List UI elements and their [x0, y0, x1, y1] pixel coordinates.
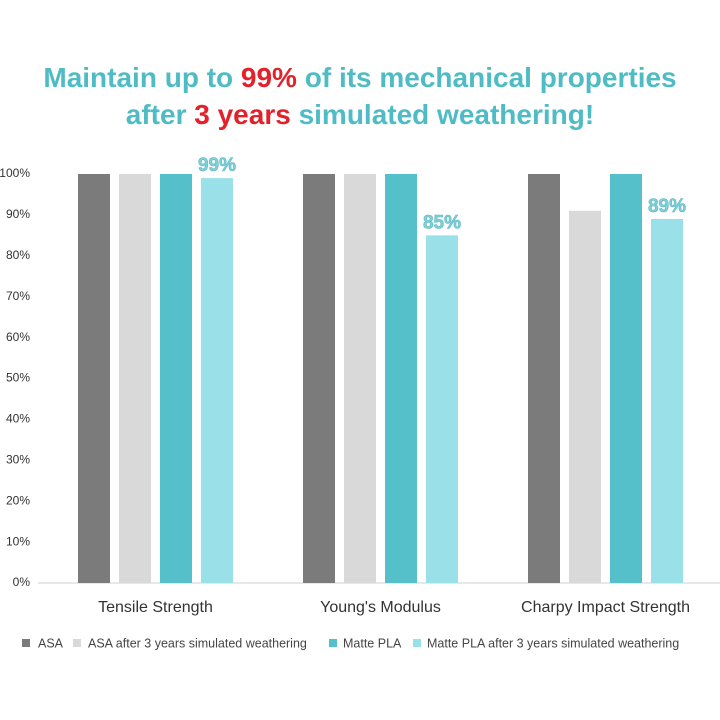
bar [160, 174, 192, 583]
legend-label: Matte PLA [343, 636, 402, 650]
title-segment: of its mechanical properties [297, 62, 677, 93]
bar [528, 174, 560, 583]
bar [426, 235, 458, 583]
title-segment: 99% [241, 62, 297, 93]
bar [610, 174, 642, 583]
title-segment: after [126, 99, 194, 130]
legend-swatch [22, 639, 30, 647]
y-tick-label: 80% [6, 248, 30, 262]
title-segment: simulated weathering! [291, 99, 594, 130]
legend-swatch [73, 639, 81, 647]
bar [569, 210, 601, 583]
bar [303, 174, 335, 583]
bar [651, 218, 683, 584]
bar [119, 174, 151, 583]
bar [385, 174, 417, 583]
y-tick-label: 20% [6, 493, 30, 507]
y-tick-label: 0% [13, 575, 31, 589]
bar [201, 178, 233, 583]
x-tick-label: Charpy Impact Strength [521, 599, 690, 616]
legend-label: Matte PLA after 3 years simulated weathe… [427, 636, 679, 650]
title-segment: 3 years [194, 99, 291, 130]
bar [78, 174, 110, 583]
y-tick-label: 40% [6, 412, 30, 426]
bar [344, 174, 376, 583]
legend-label: ASA after 3 years simulated weathering [88, 636, 307, 650]
x-tick-label: Tensile Strength [98, 599, 213, 616]
chart-title: after 3 years simulated weathering! [126, 99, 594, 130]
y-tick-label: 50% [6, 371, 30, 385]
x-tick-label: Young's Modulus [320, 599, 441, 616]
y-tick-label: 30% [6, 452, 30, 466]
title-segment: Maintain up to [43, 62, 241, 93]
y-tick-label: 60% [6, 330, 30, 344]
value-label: 89% [648, 196, 686, 217]
legend-swatch [413, 639, 421, 647]
legend-label: ASA [38, 636, 64, 650]
value-label: 99% [198, 155, 236, 176]
value-label: 85% [423, 212, 461, 233]
y-tick-label: 10% [6, 534, 30, 548]
y-tick-label: 90% [6, 207, 30, 221]
legend-swatch [329, 639, 337, 647]
chart-title: Maintain up to 99% of its mechanical pro… [43, 62, 676, 93]
y-tick-label: 70% [6, 289, 30, 303]
y-tick-label: 100% [0, 166, 30, 180]
